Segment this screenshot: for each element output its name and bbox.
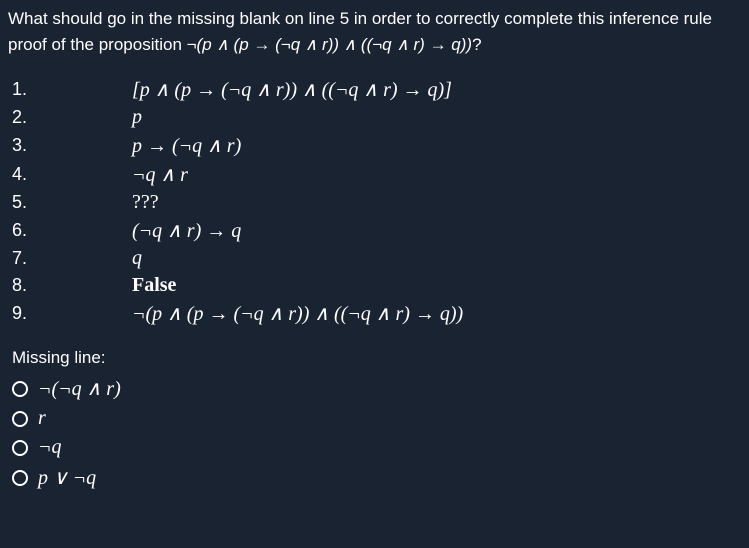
proof-line-number: 8.	[12, 272, 132, 299]
proof-line-content: p → (¬q ∧ r)	[132, 131, 463, 160]
proof-line-number: 3.	[12, 131, 132, 160]
proof-row: 2. p	[12, 104, 463, 131]
proof-line-content: False	[132, 272, 463, 299]
proof-line-content: (¬q ∧ r) → q	[132, 216, 463, 245]
proof-line-number: 7.	[12, 245, 132, 272]
proof-row: 7. q	[12, 245, 463, 272]
proof-line-number: 9.	[12, 299, 132, 328]
proof-table: 1. [p ∧ (p → (¬q ∧ r)) ∧ ((¬q ∧ r) → q)]…	[12, 75, 463, 328]
proof-row: 8. False	[12, 272, 463, 299]
proof-false-keyword: False	[132, 274, 176, 296]
proof-line-number: 5.	[12, 189, 132, 216]
proof-line-number: 1.	[12, 75, 132, 104]
option-text: r	[38, 407, 46, 430]
proof-line-number: 2.	[12, 104, 132, 131]
option-row[interactable]: ¬(¬q ∧ r)	[12, 376, 741, 401]
question-suffix: ?	[472, 35, 481, 54]
proof-row: 4. ¬q ∧ r	[12, 160, 463, 189]
proof-line-content: q	[132, 245, 463, 272]
proof-row: 3. p → (¬q ∧ r)	[12, 131, 463, 160]
proof-row: 5. ???	[12, 189, 463, 216]
radio-button[interactable]	[12, 411, 28, 427]
radio-button[interactable]	[12, 470, 28, 486]
question-prompt: What should go in the missing blank on l…	[8, 6, 741, 57]
proof-line-content: p	[132, 104, 463, 131]
option-row[interactable]: p ∨ ¬q	[12, 465, 741, 490]
option-row[interactable]: ¬q	[12, 436, 741, 459]
proof-line-content: ¬q ∧ r	[132, 160, 463, 189]
option-text: p ∨ ¬q	[38, 465, 96, 490]
proof-missing-marker: ???	[132, 191, 159, 213]
proof-line-content: ¬(p ∧ (p → (¬q ∧ r)) ∧ ((¬q ∧ r) → q))	[132, 299, 463, 328]
proof-row: 9. ¬(p ∧ (p → (¬q ∧ r)) ∧ ((¬q ∧ r) → q)…	[12, 299, 463, 328]
option-text: ¬(¬q ∧ r)	[38, 376, 121, 401]
proof-line-content: [p ∧ (p → (¬q ∧ r)) ∧ ((¬q ∧ r) → q)]	[132, 75, 463, 104]
option-text: ¬q	[38, 436, 62, 459]
option-row[interactable]: r	[12, 407, 741, 430]
question-proposition: ¬(p ∧ (p → (¬q ∧ r)) ∧ ((¬q ∧ r) → q))	[187, 35, 472, 54]
proof-line-number: 4.	[12, 160, 132, 189]
radio-button[interactable]	[12, 440, 28, 456]
missing-line-label: Missing line:	[12, 348, 741, 368]
proof-line-content: ???	[132, 189, 463, 216]
proof-line-number: 6.	[12, 216, 132, 245]
proof-row: 1. [p ∧ (p → (¬q ∧ r)) ∧ ((¬q ∧ r) → q)]	[12, 75, 463, 104]
radio-button[interactable]	[12, 381, 28, 397]
proof-row: 6. (¬q ∧ r) → q	[12, 216, 463, 245]
